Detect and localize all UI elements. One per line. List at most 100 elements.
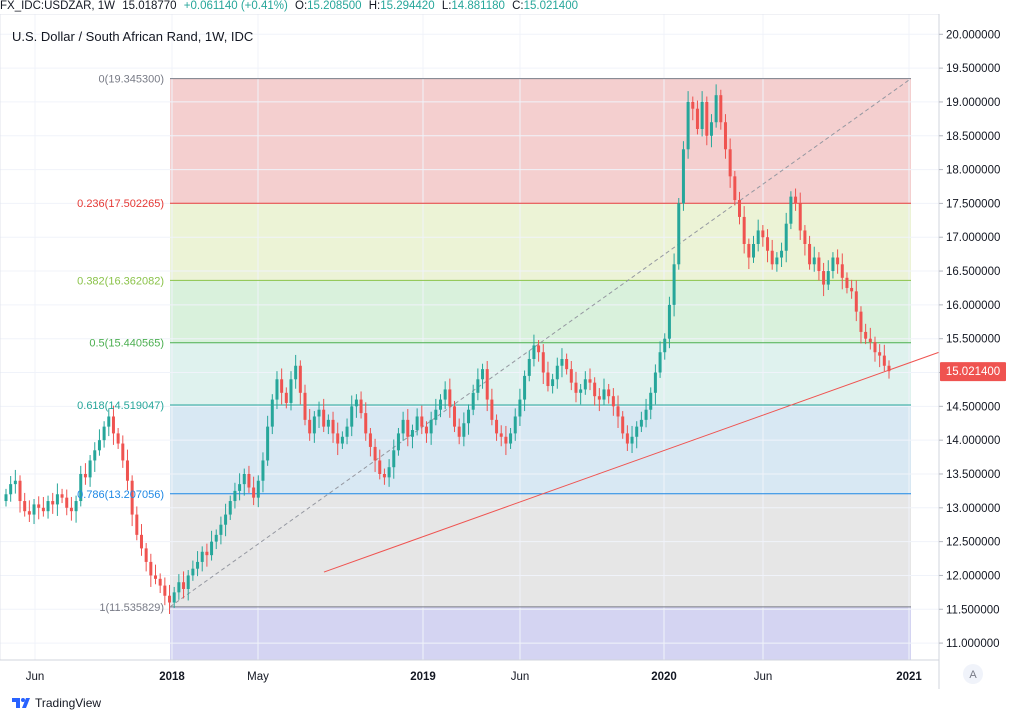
candle bbox=[154, 564, 158, 585]
grid-lines bbox=[0, 14, 939, 660]
candle bbox=[149, 553, 153, 587]
candle-body bbox=[65, 497, 69, 508]
x-tick-label: 2021 bbox=[896, 671, 922, 683]
candle bbox=[111, 405, 115, 445]
fib-label-1: 1(11.535829) bbox=[99, 602, 164, 614]
candle-body bbox=[224, 514, 228, 525]
candle-body bbox=[481, 369, 485, 380]
candle bbox=[812, 246, 816, 272]
x-tick-label: 2020 bbox=[651, 671, 677, 683]
y-tick-label: 16.000000 bbox=[946, 300, 1000, 312]
candle bbox=[794, 188, 798, 211]
candle-body bbox=[653, 372, 657, 393]
candle-body bbox=[382, 473, 386, 478]
candle-body bbox=[789, 196, 793, 224]
candle-body bbox=[691, 101, 695, 109]
candle bbox=[88, 455, 92, 487]
candle-body bbox=[770, 250, 774, 265]
candle-body bbox=[139, 534, 143, 549]
candle-body bbox=[574, 382, 578, 393]
candle bbox=[737, 191, 741, 225]
candle bbox=[607, 384, 611, 404]
candle bbox=[766, 229, 770, 263]
candle bbox=[663, 333, 667, 360]
candle-body bbox=[97, 440, 101, 451]
candle bbox=[60, 488, 64, 504]
candle-body bbox=[210, 541, 214, 556]
trend-line bbox=[323, 351, 940, 573]
candle bbox=[770, 239, 774, 270]
candle bbox=[518, 388, 522, 426]
candle-body bbox=[298, 365, 302, 393]
last-price-badge-text: 15.021400 bbox=[946, 366, 1000, 378]
candle bbox=[513, 408, 517, 441]
candle bbox=[719, 89, 723, 130]
candle-body bbox=[752, 243, 756, 258]
candle-body bbox=[396, 433, 400, 451]
candle bbox=[868, 327, 872, 350]
candle bbox=[93, 442, 97, 472]
candle bbox=[887, 360, 891, 379]
candle bbox=[97, 429, 101, 456]
candle-body bbox=[868, 338, 872, 343]
candle bbox=[714, 84, 718, 128]
tradingview-brand: TradingView bbox=[35, 696, 102, 710]
candle-body bbox=[18, 480, 22, 502]
fib-label-0.786: 0.786(13.207056) bbox=[77, 489, 164, 501]
fib-label-0.382: 0.382(16.362082) bbox=[77, 275, 164, 287]
candle bbox=[233, 482, 237, 509]
candle bbox=[354, 394, 358, 418]
candle-body bbox=[364, 413, 368, 434]
candle-body bbox=[850, 287, 854, 292]
candle-body bbox=[429, 419, 433, 434]
candle-body bbox=[677, 203, 681, 265]
candle-body bbox=[728, 149, 732, 177]
candle-body bbox=[709, 122, 713, 136]
tradingview-logo[interactable]: TradingView bbox=[12, 696, 101, 710]
candle bbox=[326, 414, 330, 435]
candle-body bbox=[205, 551, 209, 556]
candle bbox=[308, 409, 312, 441]
candle-body bbox=[261, 460, 265, 481]
candle-body bbox=[602, 389, 606, 400]
y-tick-label: 12.500000 bbox=[946, 537, 1000, 549]
candle bbox=[443, 381, 447, 410]
auto-scale-button[interactable]: A bbox=[963, 664, 983, 684]
candle bbox=[509, 427, 513, 449]
candle-body bbox=[471, 392, 475, 410]
candle bbox=[242, 468, 246, 496]
x-tick-label: 2018 bbox=[159, 671, 185, 683]
symbol-name[interactable]: FX_IDC:USDZAR, 1W bbox=[0, 0, 116, 12]
last-price: 15.018770 bbox=[122, 0, 177, 12]
candle bbox=[850, 279, 854, 299]
candle-body bbox=[186, 575, 190, 589]
candle bbox=[569, 361, 573, 391]
fib-zone-4 bbox=[170, 405, 911, 494]
candle bbox=[728, 138, 732, 188]
candle bbox=[32, 499, 36, 525]
candle bbox=[266, 415, 270, 466]
candle-body bbox=[219, 524, 223, 535]
candle-body bbox=[168, 595, 172, 603]
candle bbox=[65, 489, 69, 516]
time-axis: Jun 2018 May 2019 Jun 2020 Jun 2021 bbox=[26, 671, 923, 683]
candle bbox=[504, 425, 508, 456]
candle bbox=[836, 249, 840, 274]
candle-body bbox=[504, 436, 508, 444]
candle bbox=[270, 394, 274, 435]
candle bbox=[551, 373, 555, 394]
candle-body bbox=[111, 416, 115, 434]
candle-body bbox=[878, 352, 882, 356]
close-value: 15.021400 bbox=[523, 0, 578, 12]
candle bbox=[298, 360, 302, 405]
candle bbox=[854, 280, 858, 322]
candle bbox=[532, 334, 536, 367]
candle bbox=[429, 411, 433, 445]
price-chart[interactable]: 0(19.345300) 0.236(17.502265) 0.382(16.362… bbox=[0, 13, 1011, 689]
candle bbox=[621, 411, 625, 439]
candle-body bbox=[149, 561, 153, 576]
candle bbox=[644, 398, 648, 428]
candle bbox=[560, 348, 564, 378]
chart-frame[interactable]: 0(19.345300) 0.236(17.502265) 0.382(16.362… bbox=[0, 13, 1011, 689]
candle-body bbox=[275, 379, 279, 400]
